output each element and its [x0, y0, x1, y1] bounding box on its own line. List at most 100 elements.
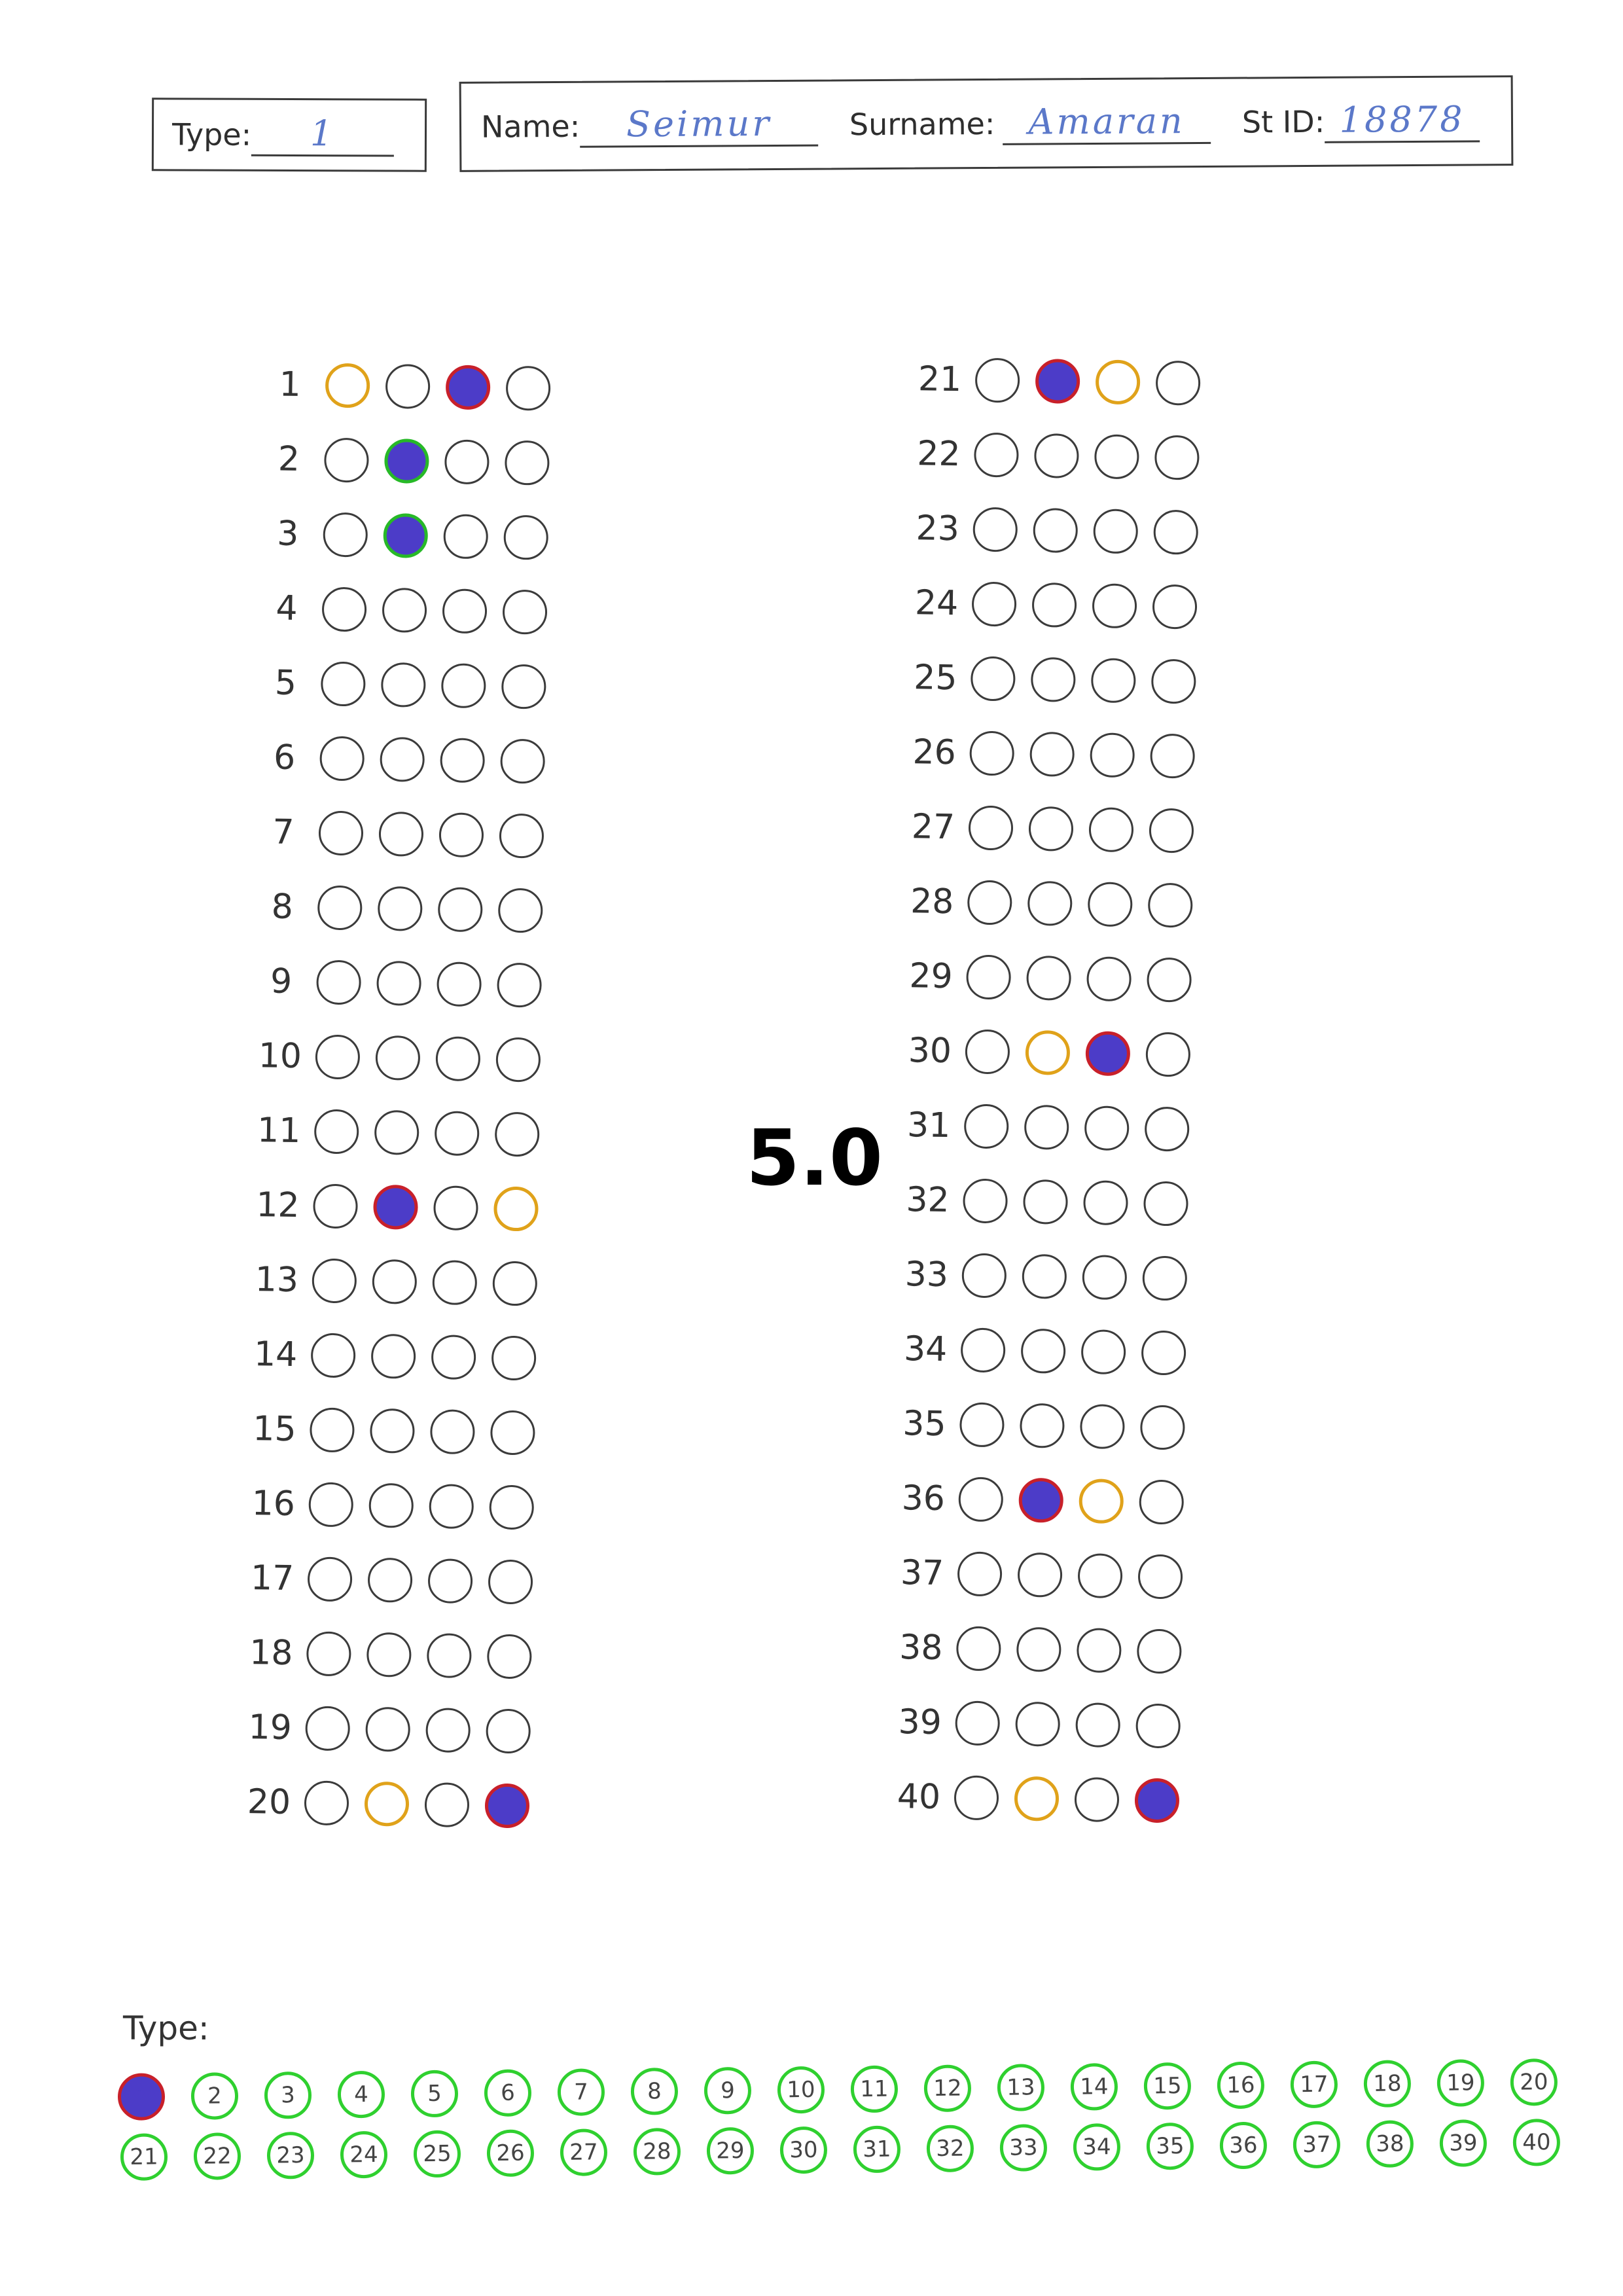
type-bubble[interactable]: 17: [1290, 2060, 1338, 2109]
answer-bubble[interactable]: [383, 512, 429, 558]
answer-bubble[interactable]: [374, 1109, 419, 1155]
type-bubble[interactable]: 1: [117, 2073, 166, 2121]
answer-bubble[interactable]: [494, 1111, 540, 1157]
answer-bubble[interactable]: [305, 1706, 351, 1751]
answer-bubble[interactable]: [444, 439, 490, 485]
answer-bubble[interactable]: [1147, 957, 1192, 1003]
surname-value[interactable]: Amaran: [1003, 100, 1211, 145]
answer-bubble[interactable]: [501, 664, 546, 709]
answer-bubble[interactable]: [365, 1706, 411, 1752]
answer-bubble[interactable]: [1083, 1180, 1129, 1226]
answer-bubble[interactable]: [309, 1407, 355, 1453]
answer-bubble[interactable]: [376, 960, 422, 1006]
answer-bubble[interactable]: [490, 1410, 535, 1456]
type-bubble[interactable]: 6: [484, 2069, 532, 2117]
type-bubble[interactable]: 15: [1143, 2062, 1192, 2110]
answer-bubble[interactable]: [320, 661, 366, 707]
answer-bubble[interactable]: [955, 1626, 1001, 1672]
answer-bubble[interactable]: [383, 438, 429, 484]
answer-bubble[interactable]: [306, 1631, 351, 1677]
answer-bubble[interactable]: [1017, 1552, 1063, 1598]
answer-bubble[interactable]: [377, 886, 423, 931]
type-bubble[interactable]: 31: [853, 2125, 901, 2174]
answer-bubble[interactable]: [308, 1482, 354, 1528]
type-bubble[interactable]: 7: [557, 2068, 605, 2116]
answer-bubble[interactable]: [499, 813, 544, 859]
answer-bubble[interactable]: [1155, 360, 1201, 406]
type-bubble[interactable]: 9: [704, 2066, 752, 2115]
answer-bubble[interactable]: [380, 662, 426, 708]
answer-bubble[interactable]: [955, 1700, 1001, 1746]
answer-bubble[interactable]: [1076, 1628, 1122, 1674]
answer-bubble[interactable]: [959, 1402, 1005, 1448]
answer-bubble[interactable]: [1079, 1404, 1125, 1450]
answer-bubble[interactable]: [313, 1183, 359, 1229]
answer-bubble[interactable]: [963, 1178, 1008, 1224]
type-bubble[interactable]: 8: [630, 2068, 679, 2115]
answer-bubble[interactable]: [1031, 582, 1077, 628]
answer-bubble[interactable]: [380, 736, 425, 782]
type-bubble[interactable]: 26: [486, 2129, 535, 2178]
answer-bubble[interactable]: [486, 1708, 531, 1754]
answer-bubble[interactable]: [1074, 1777, 1120, 1823]
type-bubble[interactable]: 39: [1439, 2119, 1488, 2167]
answer-bubble[interactable]: [1027, 880, 1073, 926]
answer-bubble[interactable]: [1149, 808, 1194, 853]
answer-bubble[interactable]: [502, 589, 548, 635]
answer-bubble[interactable]: [385, 363, 431, 409]
answer-bubble[interactable]: [1035, 358, 1080, 404]
type-bubble[interactable]: 5: [410, 2070, 459, 2118]
answer-bubble[interactable]: [1090, 732, 1135, 778]
type-bubble[interactable]: 10: [777, 2066, 825, 2114]
answer-bubble[interactable]: [957, 1551, 1003, 1597]
type-bubble[interactable]: 24: [340, 2130, 388, 2179]
answer-bubble[interactable]: [1154, 435, 1200, 480]
name-value[interactable]: Seimur: [580, 103, 819, 148]
answer-bubble[interactable]: [307, 1556, 353, 1602]
answer-bubble[interactable]: [372, 1259, 418, 1304]
answer-bubble[interactable]: [960, 1327, 1006, 1373]
answer-bubble[interactable]: [1094, 434, 1139, 480]
type-bubble[interactable]: 19: [1436, 2059, 1485, 2107]
answer-bubble[interactable]: [1142, 1255, 1188, 1301]
answer-bubble[interactable]: [1145, 1031, 1191, 1077]
answer-bubble[interactable]: [1018, 1477, 1064, 1523]
type-bubble[interactable]: 37: [1293, 2121, 1341, 2169]
answer-bubble[interactable]: [1033, 433, 1079, 478]
answer-bubble[interactable]: [375, 1035, 421, 1081]
answer-bubble[interactable]: [1093, 509, 1139, 554]
type-bubble[interactable]: 29: [706, 2126, 755, 2175]
answer-bubble[interactable]: [1025, 1030, 1071, 1075]
answer-bubble[interactable]: [484, 1783, 530, 1829]
answer-bubble[interactable]: [968, 805, 1014, 851]
type-bubble[interactable]: 4: [337, 2070, 385, 2119]
answer-bubble[interactable]: [503, 514, 549, 560]
answer-bubble[interactable]: [1150, 658, 1196, 704]
answer-bubble[interactable]: [1143, 1181, 1189, 1227]
answer-bubble[interactable]: [437, 961, 482, 1007]
answer-bubble[interactable]: [497, 962, 543, 1008]
answer-bubble[interactable]: [319, 736, 365, 781]
answer-bubble[interactable]: [497, 888, 543, 933]
answer-bubble[interactable]: [1087, 882, 1133, 927]
answer-bubble[interactable]: [433, 1185, 479, 1231]
answer-bubble[interactable]: [966, 954, 1012, 1000]
answer-bubble[interactable]: [443, 514, 489, 560]
answer-bubble[interactable]: [313, 1109, 359, 1155]
type-bubble[interactable]: 16: [1217, 2061, 1265, 2109]
answer-bubble[interactable]: [967, 880, 1012, 925]
answer-bubble[interactable]: [969, 730, 1015, 776]
answer-bubble[interactable]: [1029, 731, 1075, 777]
answer-bubble[interactable]: [1020, 1328, 1066, 1374]
type-value[interactable]: 1: [251, 113, 395, 157]
answer-bubble[interactable]: [369, 1408, 415, 1454]
answer-bubble[interactable]: [1139, 1405, 1185, 1450]
type-bubble[interactable]: 20: [1510, 2058, 1558, 2106]
type-bubble[interactable]: 27: [560, 2128, 608, 2176]
answer-bubble[interactable]: [438, 812, 484, 858]
type-bubble[interactable]: 40: [1512, 2118, 1561, 2166]
type-bubble[interactable]: 30: [779, 2126, 828, 2174]
answer-bubble[interactable]: [1088, 807, 1134, 853]
answer-bubble[interactable]: [1085, 1031, 1131, 1077]
answer-bubble[interactable]: [312, 1258, 357, 1304]
